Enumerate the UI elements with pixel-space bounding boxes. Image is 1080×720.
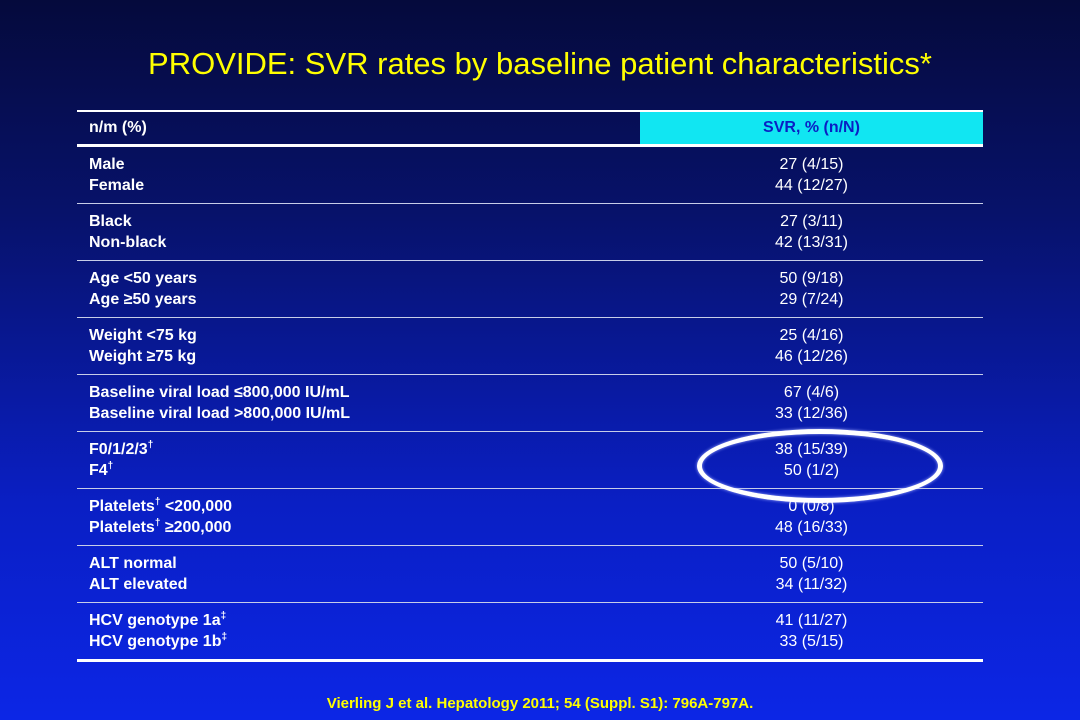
row-label: Black Non-black — [77, 211, 640, 253]
row-value: 67 (4/6) 33 (12/36) — [640, 382, 983, 424]
table-header: n/m (%) SVR, % (n/N) — [77, 112, 983, 147]
label-line: F0/1/2/3† — [89, 439, 640, 460]
value-line: 41 (11/27) — [775, 612, 848, 629]
label-line: Weight <75 kg — [89, 327, 197, 344]
row-label: Platelets† <200,000 Platelets† ≥200,000 — [77, 496, 640, 538]
value-line: 29 (7/24) — [779, 291, 844, 308]
row-label: F0/1/2/3† F4† — [77, 439, 640, 481]
row-value: 27 (4/15) 44 (12/27) — [640, 154, 983, 196]
label-line: Female — [89, 177, 145, 194]
label-text: HCV genotype 1a — [89, 612, 221, 629]
value-line: 67 (4/6) — [783, 384, 840, 401]
row-label: HCV genotype 1a‡ HCV genotype 1b‡ — [77, 610, 640, 652]
label-line: ALT elevated — [89, 576, 188, 593]
label-line: Black — [89, 213, 132, 230]
footnote-mark: ‡ — [221, 631, 228, 643]
row-label: Weight <75 kg Weight ≥75 kg — [77, 325, 640, 367]
value-line: 44 (12/27) — [775, 177, 848, 194]
table-row: Black Non-black 27 (3/11) 42 (13/31) — [77, 204, 983, 261]
row-label: Baseline viral load ≤800,000 IU/mL Basel… — [77, 382, 640, 424]
slide-title: PROVIDE: SVR rates by baseline patient c… — [148, 46, 932, 81]
row-label: Male Female — [77, 154, 640, 196]
value-line: 27 (3/11) — [780, 213, 843, 230]
table-row: Male Female 27 (4/15) 44 (12/27) — [77, 147, 983, 204]
label-line: HCV genotype 1b‡ — [89, 631, 640, 652]
value-line: 27 (4/15) — [779, 156, 844, 173]
value-line: 50 (5/10) — [779, 555, 844, 572]
table-row: Baseline viral load ≤800,000 IU/mL Basel… — [77, 375, 983, 432]
footnote-mark: ‡ — [220, 610, 227, 622]
value-line: 46 (12/26) — [775, 348, 848, 365]
label-line: Male — [89, 156, 125, 173]
footnote-mark: † — [154, 496, 161, 508]
value-line: 50 (9/18) — [779, 270, 844, 287]
label-line: Age <50 years — [89, 270, 198, 287]
label-line: Baseline viral load ≤800,000 IU/mL — [89, 384, 350, 401]
value-line: 33 (5/15) — [779, 633, 844, 650]
value-line: 33 (12/36) — [775, 405, 848, 422]
label-text: F4 — [89, 462, 108, 479]
footnote-mark: † — [147, 439, 154, 451]
label-line: F4† — [89, 460, 640, 481]
highlight-ellipse — [697, 429, 943, 503]
label-line: Weight ≥75 kg — [89, 348, 197, 365]
label-text: Platelets — [89, 498, 155, 515]
svr-table: n/m (%) SVR, % (n/N) Male Female 27 (4/1… — [77, 110, 983, 662]
row-value: 50 (5/10) 34 (11/32) — [640, 553, 983, 595]
label-text: Platelets — [89, 519, 155, 536]
footnote-mark: † — [154, 517, 161, 529]
value-line: 48 (16/33) — [775, 519, 848, 536]
row-label: Age <50 years Age ≥50 years — [77, 268, 640, 310]
table-row: Age <50 years Age ≥50 years 50 (9/18) 29… — [77, 261, 983, 318]
table-row: Weight <75 kg Weight ≥75 kg 25 (4/16) 46… — [77, 318, 983, 375]
header-col-characteristic: n/m (%) — [89, 119, 147, 136]
label-text: HCV genotype 1b — [89, 633, 222, 650]
label-line: Non-black — [89, 234, 167, 251]
label-line: Platelets† ≥200,000 — [89, 517, 640, 538]
row-value: 27 (3/11) 42 (13/31) — [640, 211, 983, 253]
value-line: 25 (4/16) — [779, 327, 844, 344]
label-line: Age ≥50 years — [89, 291, 197, 308]
footnote-mark: † — [107, 460, 114, 472]
row-value: 50 (9/18) 29 (7/24) — [640, 268, 983, 310]
row-value: 41 (11/27) 33 (5/15) — [640, 610, 983, 652]
label-line: ALT normal — [89, 555, 177, 572]
header-col-svr: SVR, % (n/N) — [640, 112, 983, 144]
label-text: ≥200,000 — [160, 519, 232, 536]
table-row: HCV genotype 1a‡ HCV genotype 1b‡ 41 (11… — [77, 603, 983, 662]
row-value: 25 (4/16) 46 (12/26) — [640, 325, 983, 367]
citation-footer: Vierling J et al. Hepatology 2011; 54 (S… — [326, 695, 754, 712]
value-line: 34 (11/32) — [775, 576, 848, 593]
label-line: Baseline viral load >800,000 IU/mL — [89, 405, 351, 422]
table-row: Platelets† <200,000 Platelets† ≥200,000 … — [77, 489, 983, 546]
value-line: 42 (13/31) — [775, 234, 848, 251]
table-row: ALT normal ALT elevated 50 (5/10) 34 (11… — [77, 546, 983, 603]
label-text: <200,000 — [160, 498, 232, 515]
label-line: HCV genotype 1a‡ — [89, 610, 640, 631]
label-text: F0/1/2/3 — [89, 441, 148, 458]
row-label: ALT normal ALT elevated — [77, 553, 640, 595]
label-line: Platelets† <200,000 — [89, 496, 640, 517]
